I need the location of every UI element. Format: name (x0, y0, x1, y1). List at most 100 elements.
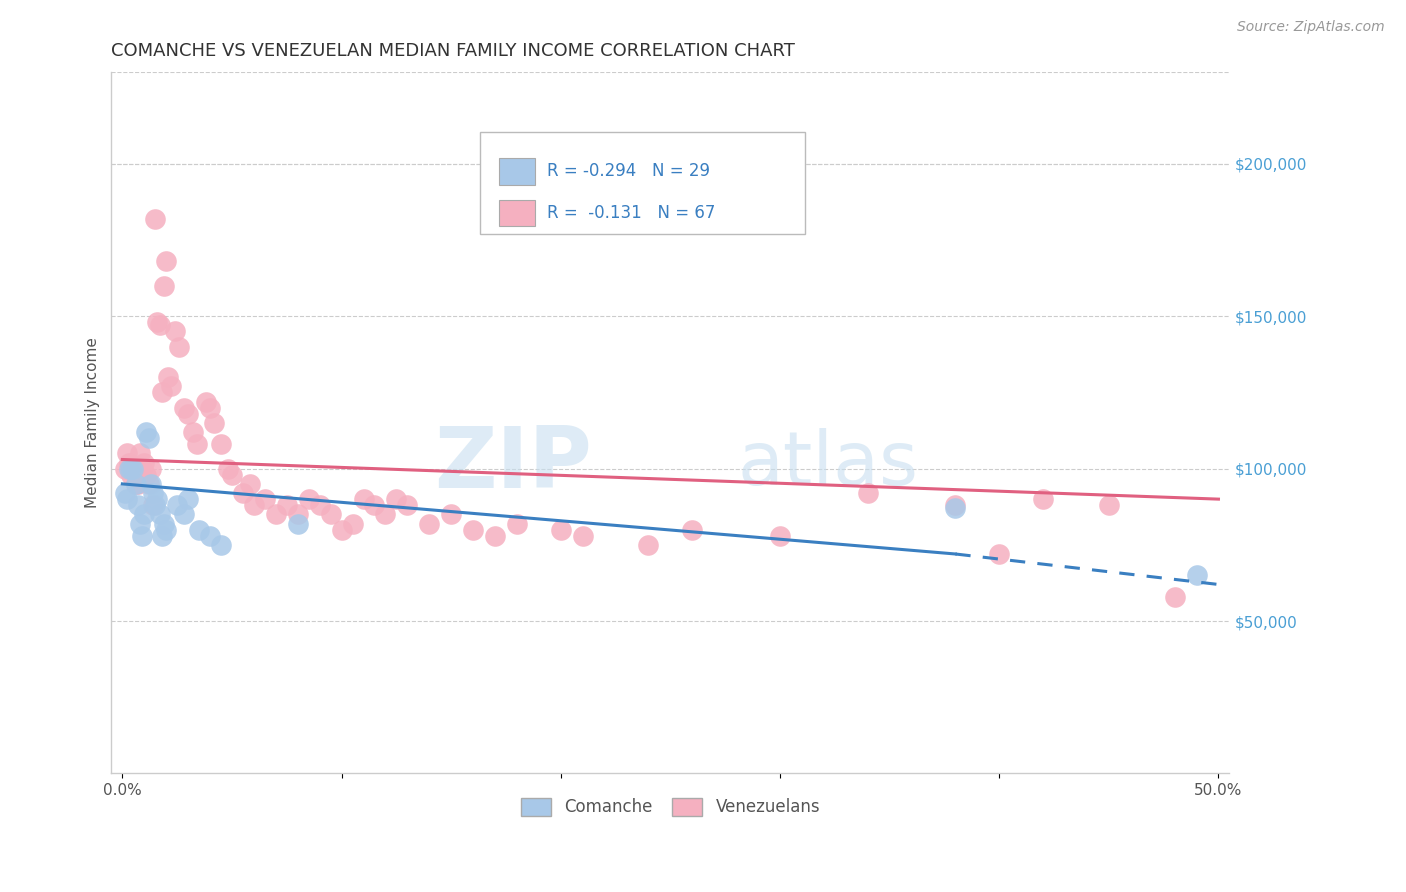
Point (120, 461, 142, 475)
Point (149, 318, 172, 333)
Point (138, 431, 160, 445)
Point (131, 529, 153, 543)
Point (115, 492, 138, 507)
Point (353, 492, 375, 507)
Point (253, 492, 276, 507)
Point (945, 501, 967, 516)
FancyBboxPatch shape (499, 158, 536, 185)
Point (440, 508, 463, 522)
Point (571, 529, 593, 543)
Point (1098, 498, 1121, 512)
Point (264, 508, 287, 522)
Text: Source: ZipAtlas.com: Source: ZipAtlas.com (1237, 20, 1385, 34)
Text: atlas: atlas (738, 428, 918, 501)
Point (194, 394, 217, 409)
Point (153, 516, 176, 531)
Point (198, 401, 221, 415)
Point (157, 370, 180, 384)
Point (127, 498, 149, 512)
Text: R =  -0.131   N = 67: R = -0.131 N = 67 (547, 204, 716, 222)
Point (131, 461, 153, 475)
Point (134, 508, 156, 522)
Point (163, 325, 186, 339)
Point (209, 437, 232, 451)
Point (142, 498, 165, 512)
Point (153, 278, 176, 293)
Point (681, 523, 703, 537)
Point (149, 508, 172, 522)
Point (146, 315, 169, 329)
Point (143, 498, 166, 512)
Point (118, 461, 141, 475)
Point (129, 446, 152, 460)
Legend: Comanche, Venezuelans: Comanche, Venezuelans (512, 789, 828, 825)
Point (374, 508, 396, 522)
Point (173, 508, 195, 522)
Point (769, 529, 792, 543)
Text: ZIP: ZIP (434, 424, 592, 507)
Point (198, 529, 221, 543)
Point (139, 476, 162, 491)
Point (506, 516, 529, 531)
Point (287, 516, 309, 531)
Point (122, 461, 145, 475)
Point (188, 523, 211, 537)
Point (461, 523, 484, 537)
Point (114, 486, 136, 500)
Point (363, 498, 385, 512)
Point (484, 529, 506, 543)
Point (945, 498, 967, 512)
Point (1185, 568, 1208, 582)
Point (173, 401, 195, 415)
Point (115, 446, 138, 460)
Point (134, 456, 156, 470)
Point (276, 498, 298, 512)
Point (129, 516, 152, 531)
Point (135, 467, 157, 482)
Point (232, 486, 254, 500)
Point (155, 254, 177, 268)
Point (181, 425, 204, 439)
Point (988, 547, 1011, 561)
Point (856, 486, 879, 500)
Y-axis label: Median Family Income: Median Family Income (86, 337, 100, 508)
Point (138, 476, 160, 491)
Point (114, 461, 136, 475)
Point (150, 529, 173, 543)
Point (166, 498, 188, 512)
Text: R = -0.294   N = 29: R = -0.294 N = 29 (547, 162, 710, 180)
Point (142, 486, 165, 500)
Point (396, 498, 419, 512)
Point (177, 492, 200, 507)
Point (143, 211, 166, 226)
Point (385, 492, 408, 507)
Point (298, 492, 321, 507)
Point (1032, 492, 1054, 507)
Point (169, 340, 191, 354)
Point (186, 437, 208, 451)
Point (120, 467, 142, 482)
Point (308, 498, 330, 512)
Point (118, 456, 141, 470)
Point (139, 461, 162, 475)
Point (127, 476, 149, 491)
Point (209, 538, 232, 552)
Point (159, 379, 181, 393)
Point (146, 492, 169, 507)
Point (122, 461, 145, 475)
Point (124, 476, 146, 491)
Text: COMANCHE VS VENEZUELAN MEDIAN FAMILY INCOME CORRELATION CHART: COMANCHE VS VENEZUELAN MEDIAN FAMILY INC… (111, 42, 796, 60)
Point (135, 425, 157, 439)
Point (217, 461, 239, 475)
Point (124, 476, 146, 491)
Point (319, 508, 342, 522)
Point (550, 523, 572, 537)
Point (150, 385, 173, 400)
FancyBboxPatch shape (481, 132, 804, 234)
Point (238, 476, 260, 491)
Point (155, 523, 177, 537)
Point (287, 508, 309, 522)
Point (342, 516, 364, 531)
Point (221, 467, 243, 482)
Point (243, 498, 266, 512)
